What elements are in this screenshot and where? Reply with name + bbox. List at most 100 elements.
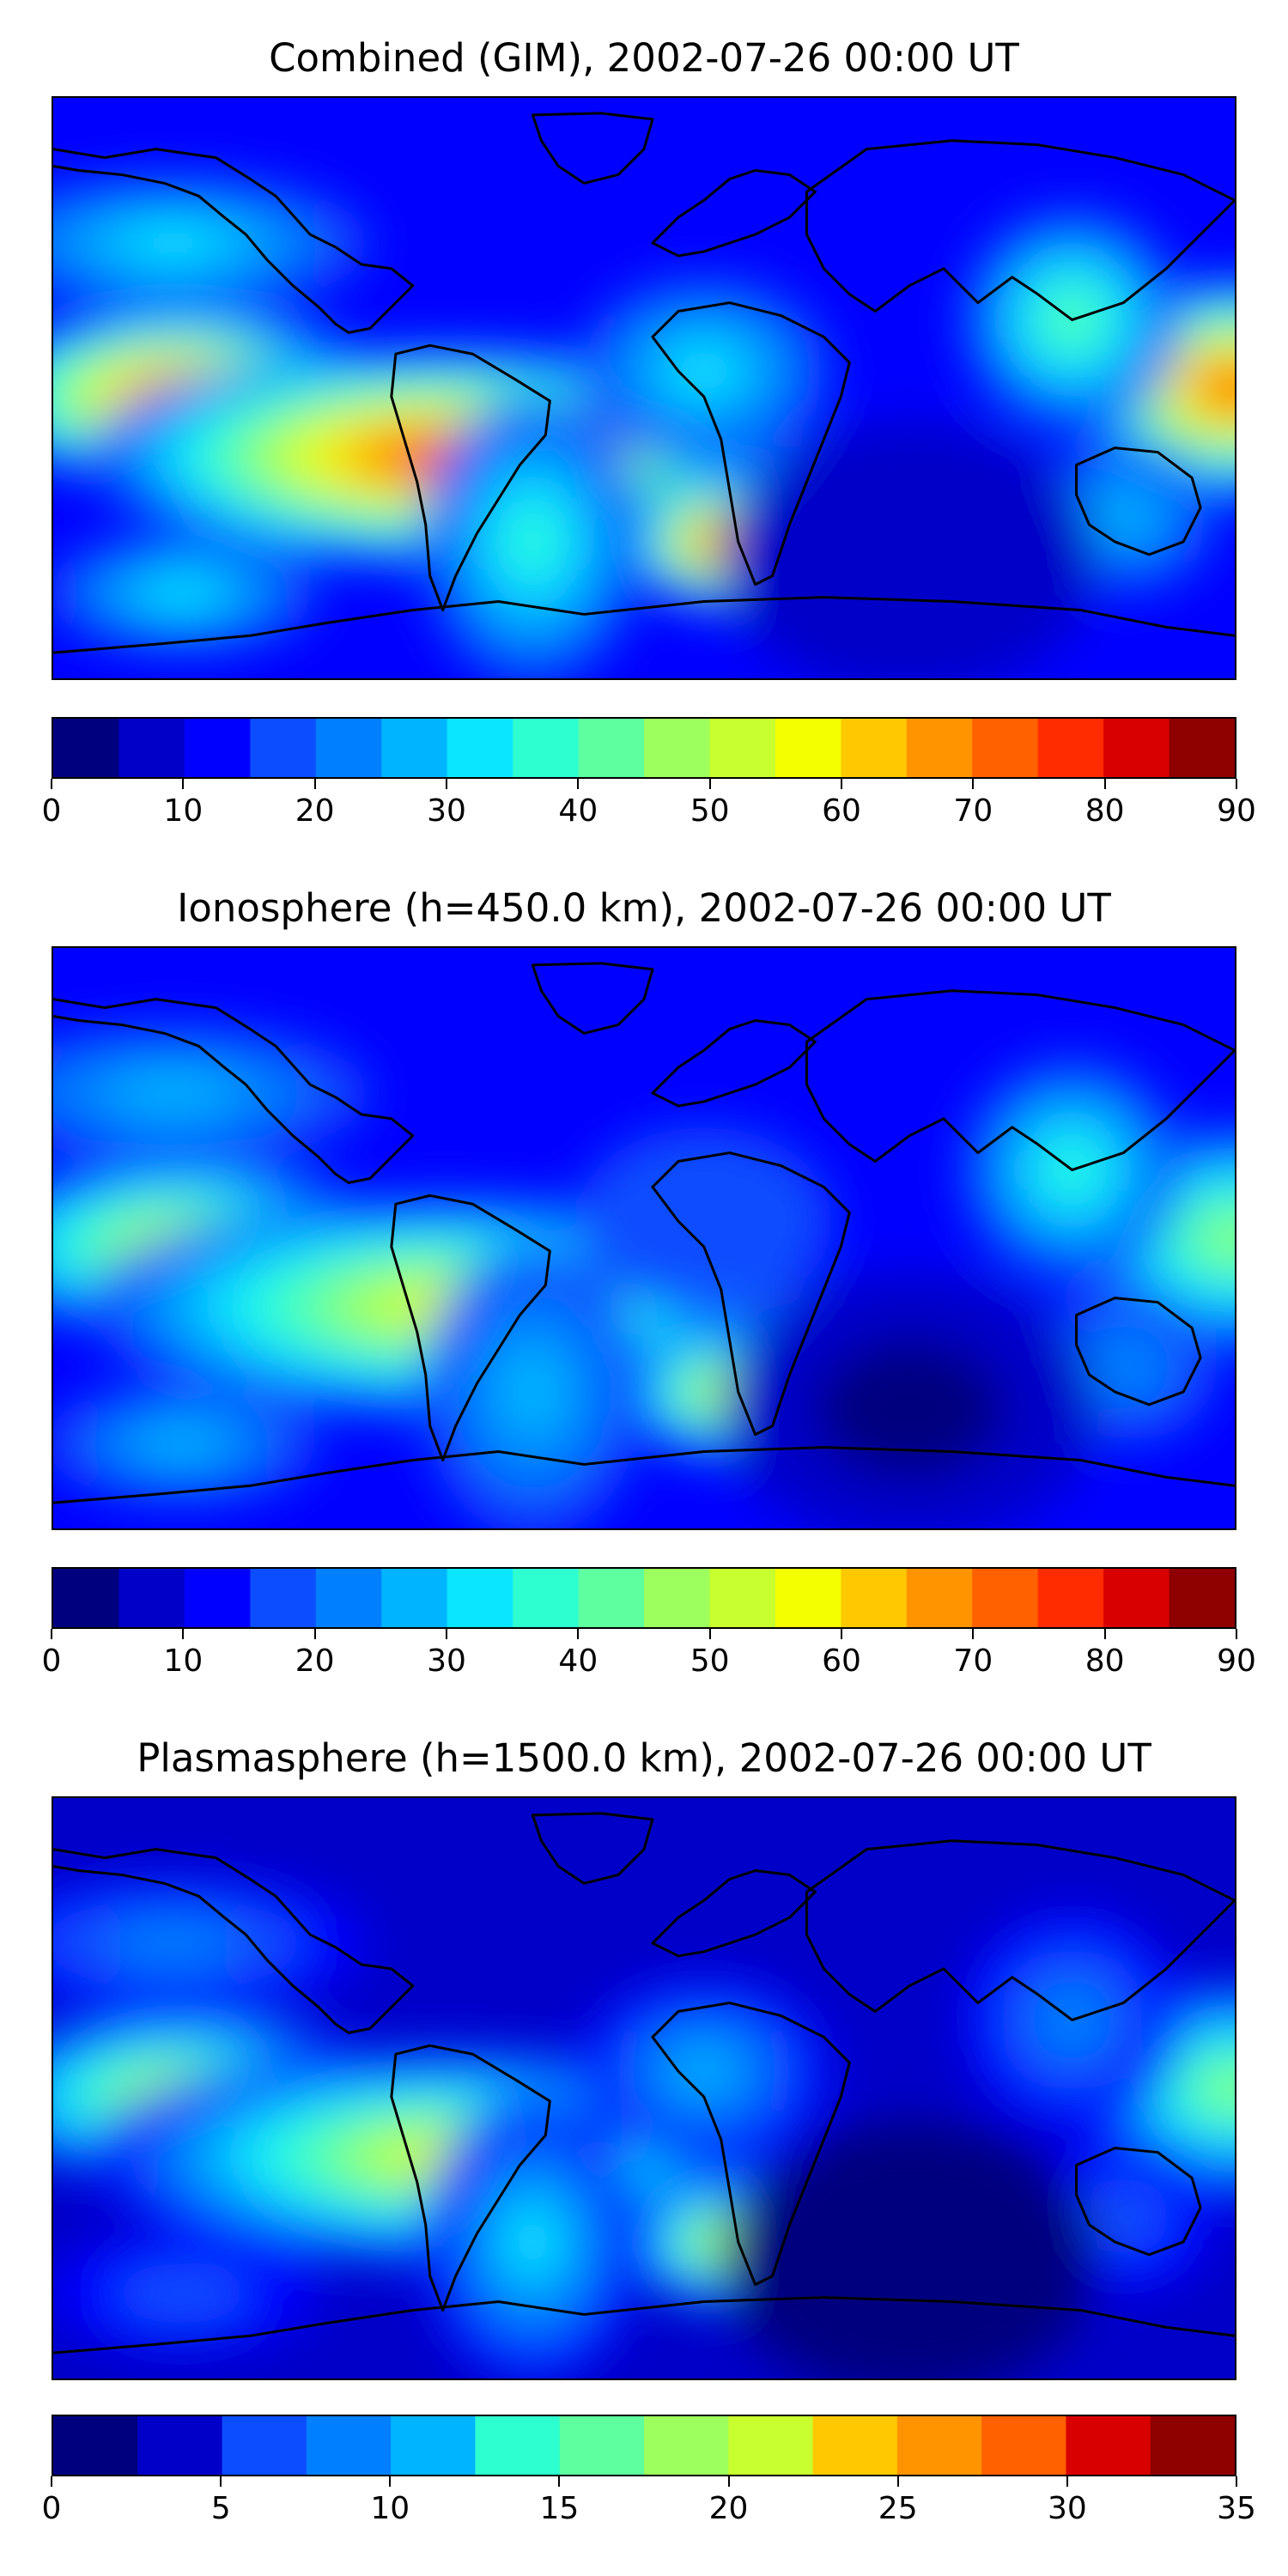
tec-map-svg <box>53 1798 1235 2379</box>
coastline-path <box>805 989 1235 1171</box>
colorbar-segment <box>475 2416 562 2475</box>
colorbar-segment <box>559 2416 646 2475</box>
colorbar-tick <box>1236 1629 1237 1639</box>
colorbar-tick <box>708 1629 711 1639</box>
colorbar-tick-label: 20 <box>295 793 335 829</box>
colorbar-segment <box>222 2416 308 2475</box>
contour-australia-level <box>1091 490 1155 542</box>
coastline-path <box>651 169 817 258</box>
colorbar-ionosphere <box>52 1567 1236 1629</box>
coastline-path <box>651 1151 851 1437</box>
coastline-path <box>53 2296 1235 2354</box>
coastlines <box>53 962 1235 1504</box>
colorbar-tick <box>1236 2476 1237 2487</box>
colorbar-tick <box>558 2476 561 2487</box>
coastline-path <box>1075 447 1202 556</box>
colorbar-segment <box>1066 2416 1152 2475</box>
colorbar-segment <box>381 1569 449 1627</box>
coastline-path <box>390 343 551 611</box>
colorbar-segment <box>315 719 383 777</box>
colorbar-tick <box>727 2476 730 2487</box>
colorbar-tick-label: 60 <box>822 1643 861 1679</box>
contour-australia-level <box>1076 2178 1171 2255</box>
colorbar-tick <box>1103 1629 1106 1639</box>
colorbar-svg <box>53 2416 1235 2475</box>
colorbar-tick <box>841 1629 842 1639</box>
coastline-path <box>53 998 415 1184</box>
colorbar-segment <box>137 2416 224 2475</box>
coastline-path <box>390 2044 551 2312</box>
colorbar-segment <box>306 2416 393 2475</box>
colorbar-segment <box>250 719 318 777</box>
colorbar-segment <box>578 719 646 777</box>
contour-indian-ocean-minimum-level <box>720 2122 1098 2379</box>
colorbar-tick <box>1103 779 1106 789</box>
colorbar-segment <box>118 1569 186 1627</box>
colorbar-tick <box>446 1629 447 1639</box>
tec-contours <box>53 1874 1235 2379</box>
colorbar-segment <box>972 719 1040 777</box>
coastline-path <box>53 1446 1235 1504</box>
colorbar-combined <box>52 717 1236 779</box>
tec-map-combined <box>52 96 1236 680</box>
panel-title: Plasmasphere (h=1500.0 km), 2002-07-26 0… <box>137 1735 1151 1781</box>
coastline-path <box>651 1019 817 1108</box>
colorbar-tick-label: 35 <box>1217 2491 1256 2526</box>
colorbar-segment <box>709 719 777 777</box>
colorbar-tick-label: 0 <box>41 793 62 829</box>
colorbar-ticks-combined: 0 10 20 30 40 50 60 70 80 90 <box>42 779 1256 830</box>
colorbar-svg <box>53 719 1235 777</box>
colorbar-segment <box>184 1569 252 1627</box>
colorbar-segment <box>184 719 252 777</box>
contour-north-pacific-level <box>107 1920 240 1966</box>
colorbar-tick-label: 80 <box>1084 1643 1125 1679</box>
colorbar-tick-label: 70 <box>953 793 993 829</box>
colorbar-tick <box>389 2476 392 2487</box>
coastline-path <box>531 1812 654 1885</box>
colorbar-plasmasphere <box>52 2415 1236 2476</box>
colorbar-segment <box>1037 719 1105 777</box>
colorbar-segment <box>250 1569 318 1627</box>
colorbar-tick-label: 20 <box>708 2491 749 2526</box>
panel-title: Ionosphere (h=450.0 km), 2002-07-26 00:0… <box>177 885 1111 931</box>
colorbar-tick-label: 40 <box>558 1643 598 1679</box>
colorbar-segment <box>644 719 711 777</box>
colorbar-tick <box>182 779 185 789</box>
colorbar-tick <box>577 1629 580 1639</box>
colorbar-tick <box>1066 2476 1068 2487</box>
colorbar-tick <box>313 1629 316 1639</box>
colorbar-tick <box>841 779 842 789</box>
coastline-path <box>651 2002 851 2287</box>
contour-south-pacific-level <box>136 1423 228 1463</box>
tec-map-svg <box>53 948 1235 1528</box>
colorbar-tick <box>313 779 316 789</box>
colorbar-tick-label: 50 <box>690 793 730 829</box>
contour-western-pacific-crest-level <box>1210 1222 1235 1255</box>
colorbar-tick-label: 30 <box>1047 2491 1087 2526</box>
colorbar-segment <box>1150 2416 1235 2475</box>
colorbar-tick-label: 90 <box>1217 1643 1256 1679</box>
contour-north-pacific-level <box>124 226 222 260</box>
contour-africa-level <box>671 347 737 395</box>
colorbar-segment <box>1037 1569 1105 1627</box>
colorbar-tick-label: 30 <box>427 793 466 829</box>
colorbar-ticks-ionosphere: 0 10 20 30 40 50 60 70 80 90 <box>42 1629 1256 1680</box>
colorbar-tick <box>972 1629 975 1639</box>
coastline-path <box>53 596 1235 654</box>
colorbar-tick <box>577 779 580 789</box>
panel-title: Combined (GIM), 2002-07-26 00:00 UT <box>269 35 1019 81</box>
colorbar-segment <box>513 1569 580 1627</box>
colorbar-segment <box>906 1569 974 1627</box>
colorbar-segment <box>981 2416 1068 2475</box>
colorbar-segment <box>447 1569 514 1627</box>
colorbar-tick <box>182 1629 185 1639</box>
contour-south-pacific-level <box>112 2263 251 2324</box>
contour-indian-ocean-minimum-level <box>720 422 1098 678</box>
colorbar-tick-label: 5 <box>210 2491 231 2526</box>
colorbar-tick-label: 10 <box>163 1643 204 1679</box>
colorbar-tick <box>220 2476 222 2487</box>
colorbar-tick-label: 40 <box>558 793 598 829</box>
contour-indian-ocean-minimum-level <box>815 1340 1004 1478</box>
colorbar-segment <box>709 1569 777 1627</box>
colorbar-segment <box>118 719 186 777</box>
